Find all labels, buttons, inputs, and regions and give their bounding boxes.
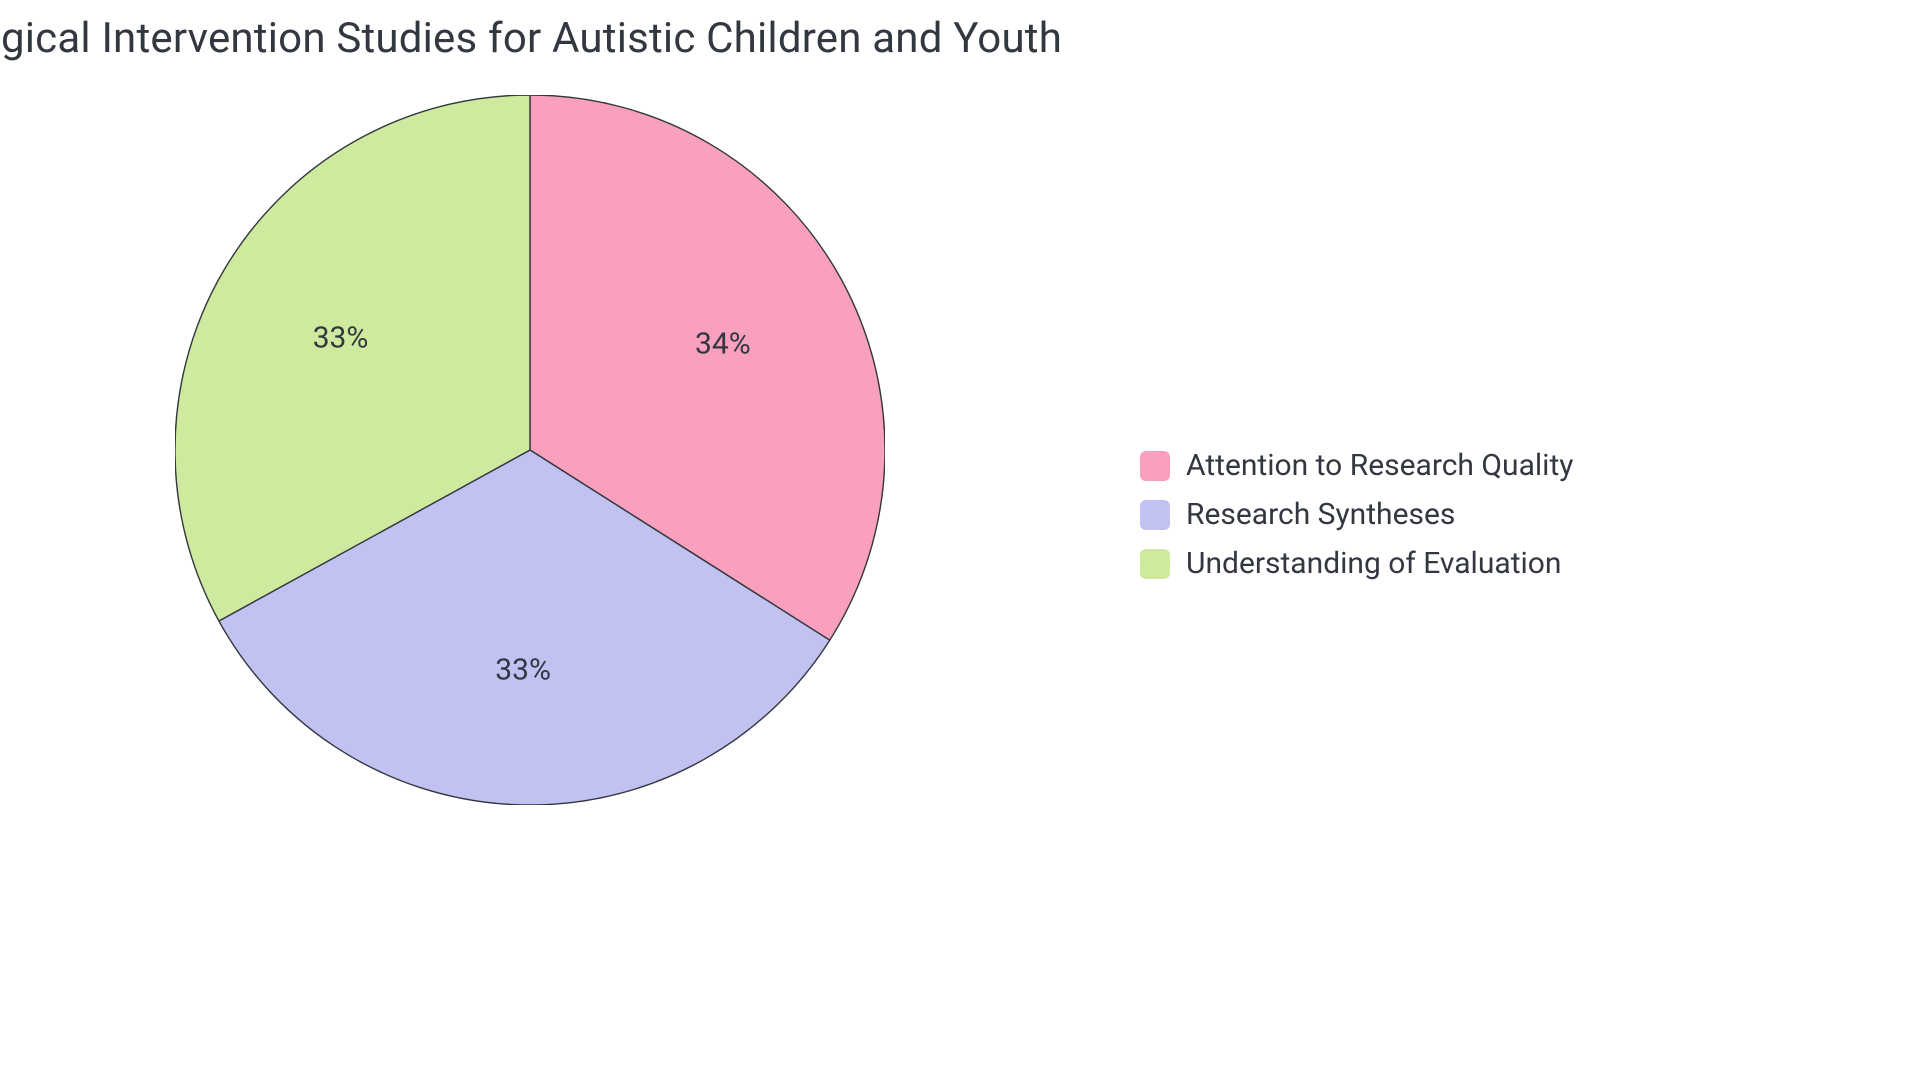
legend-swatch — [1140, 549, 1170, 579]
pie-slice-label: 34% — [695, 326, 751, 361]
pie-chart: 34% 33% 33% — [175, 95, 885, 805]
legend-label: Research Syntheses — [1186, 497, 1455, 532]
legend-label: Attention to Research Quality — [1186, 448, 1573, 483]
legend-swatch — [1140, 500, 1170, 530]
legend-item: Research Syntheses — [1140, 497, 1573, 532]
pie-slice-label: 33% — [313, 320, 369, 355]
legend: Attention to Research Quality Research Sy… — [1140, 448, 1573, 595]
legend-swatch — [1140, 451, 1170, 481]
legend-item: Attention to Research Quality — [1140, 448, 1573, 483]
legend-label: Understanding of Evaluation — [1186, 546, 1561, 581]
legend-item: Understanding of Evaluation — [1140, 546, 1573, 581]
chart-title: macological Intervention Studies for Aut… — [0, 14, 1062, 63]
pie-slice-label: 33% — [495, 652, 551, 687]
